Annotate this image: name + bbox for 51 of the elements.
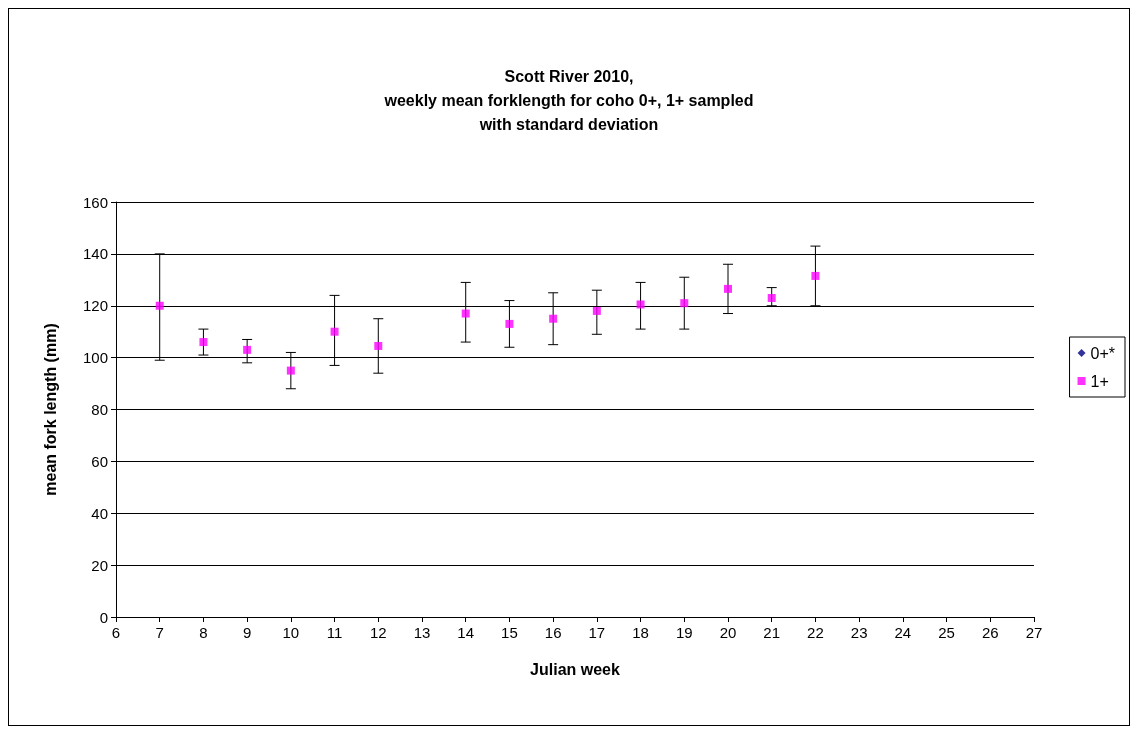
legend-label: 1+ [1090, 372, 1109, 390]
point [374, 341, 383, 350]
y-tick-label: 0 [99, 608, 108, 626]
y-tick-label: 120 [82, 297, 108, 315]
y-tick-label: 60 [91, 452, 108, 470]
y-axis-title: mean fork length (mm) [41, 323, 59, 496]
point [724, 284, 732, 293]
x-tick-label: 19 [675, 624, 693, 641]
x-tick-label: 13 [413, 624, 431, 641]
x-tick-label: 18 [632, 624, 649, 641]
x-tick-label: 15 [501, 624, 518, 641]
point [811, 271, 820, 280]
x-tick-label: 21 [763, 624, 781, 641]
x-tick-label: 14 [457, 624, 475, 641]
legend-label: 0+* [1090, 344, 1115, 362]
x-tick-label: 6 [111, 624, 121, 641]
x-tick-label: 20 [719, 624, 737, 641]
y-tick-label: 160 [82, 193, 108, 211]
point [286, 366, 295, 375]
y-tick-label: 80 [91, 401, 108, 418]
y-tick-label: 100 [82, 349, 108, 367]
x-tick-label: 26 [981, 624, 999, 641]
y-tick-label: 40 [91, 504, 108, 522]
point [680, 299, 689, 308]
x-tick-label: 17 [588, 624, 606, 641]
y-tick-label: 20 [91, 556, 108, 574]
x-tick-label: 24 [894, 624, 912, 641]
x-tick-label: 7 [155, 624, 164, 641]
point [592, 306, 601, 315]
point [199, 338, 208, 347]
point [243, 345, 252, 354]
point [461, 309, 470, 318]
x-tick-label: 11 [326, 624, 343, 641]
x-tick-label: 9 [242, 624, 252, 641]
chart-title: Scott River 2010, weekly mean forklength for coho 0+, 1+ sampled with standard deviation [383, 67, 754, 133]
x-tick-label: 22 [807, 624, 824, 641]
x-tick-label: 25 [938, 624, 955, 641]
x-tick-label: 12 [369, 624, 387, 641]
x-tick-label: 23 [850, 624, 868, 641]
x-tick-label: 10 [282, 624, 300, 641]
point [155, 301, 164, 310]
x-axis-title: Julian week [530, 660, 621, 678]
x-tick-label: 8 [199, 624, 208, 641]
point [330, 327, 339, 336]
point [636, 300, 645, 309]
point [767, 293, 776, 302]
point [505, 319, 514, 328]
x-tick-label: 27 [1025, 624, 1043, 641]
point [549, 314, 558, 323]
y-tick-label: 140 [82, 245, 108, 263]
x-tick-label: 16 [544, 624, 562, 641]
